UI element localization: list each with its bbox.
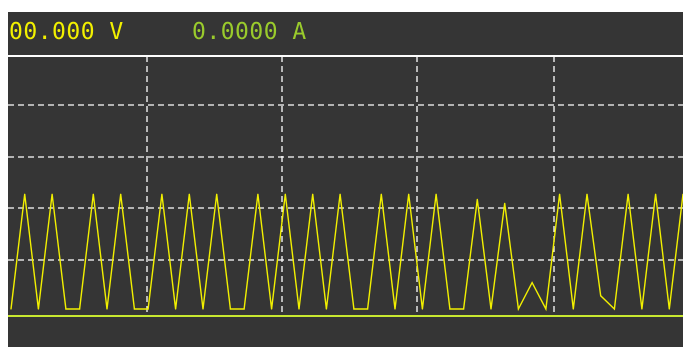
data-point <box>10 308 12 310</box>
plot-grid <box>8 56 683 317</box>
data-point <box>380 193 382 195</box>
data-point <box>421 308 423 310</box>
data-point <box>133 308 135 310</box>
data-point <box>559 193 561 195</box>
data-point <box>65 308 67 310</box>
data-point <box>655 193 657 195</box>
data-point <box>37 308 39 310</box>
data-point <box>298 308 300 310</box>
data-point <box>106 308 108 310</box>
data-point <box>586 193 588 195</box>
voltage-readout: 00.000 V <box>9 19 124 45</box>
data-point <box>367 308 369 310</box>
data-point <box>92 193 94 195</box>
trace-layer <box>10 193 683 312</box>
data-point <box>531 282 533 284</box>
plot-frame <box>8 55 683 317</box>
data-point <box>147 308 149 310</box>
data-point <box>641 308 643 310</box>
data-point <box>408 193 410 195</box>
data-point <box>79 308 81 310</box>
data-point <box>161 193 163 195</box>
data-point <box>243 308 245 310</box>
data-point <box>394 308 396 310</box>
data-point <box>600 295 602 297</box>
data-point <box>325 308 327 310</box>
data-point <box>339 193 341 195</box>
data-point <box>312 193 314 195</box>
waveform-chart <box>8 55 683 317</box>
data-point <box>613 308 616 310</box>
data-point <box>284 193 286 195</box>
data-point <box>490 308 492 310</box>
data-point <box>353 308 355 310</box>
data-point <box>257 193 259 195</box>
data-point <box>229 308 231 310</box>
data-point <box>202 308 204 310</box>
data-point <box>504 202 506 204</box>
data-point <box>517 308 519 310</box>
data-point <box>120 193 122 195</box>
series-line <box>10 194 683 312</box>
data-point <box>572 308 574 310</box>
data-point <box>51 193 53 195</box>
data-point <box>476 198 478 200</box>
data-point <box>463 308 465 310</box>
data-point <box>627 193 629 195</box>
data-point <box>435 193 437 195</box>
data-point <box>175 308 177 310</box>
status-bar <box>8 318 683 347</box>
data-point <box>188 193 190 195</box>
data-point <box>24 193 26 195</box>
current-readout: 0.0000 A <box>192 19 307 45</box>
data-point <box>668 308 670 310</box>
data-point <box>271 308 273 310</box>
oscilloscope-screen: 00.000 V 0.0000 A <box>8 12 683 347</box>
data-point <box>545 308 547 310</box>
data-point <box>216 193 218 195</box>
data-point <box>449 308 451 310</box>
readout-bar: 00.000 V 0.0000 A <box>8 12 683 50</box>
waveform-plot <box>8 50 683 318</box>
